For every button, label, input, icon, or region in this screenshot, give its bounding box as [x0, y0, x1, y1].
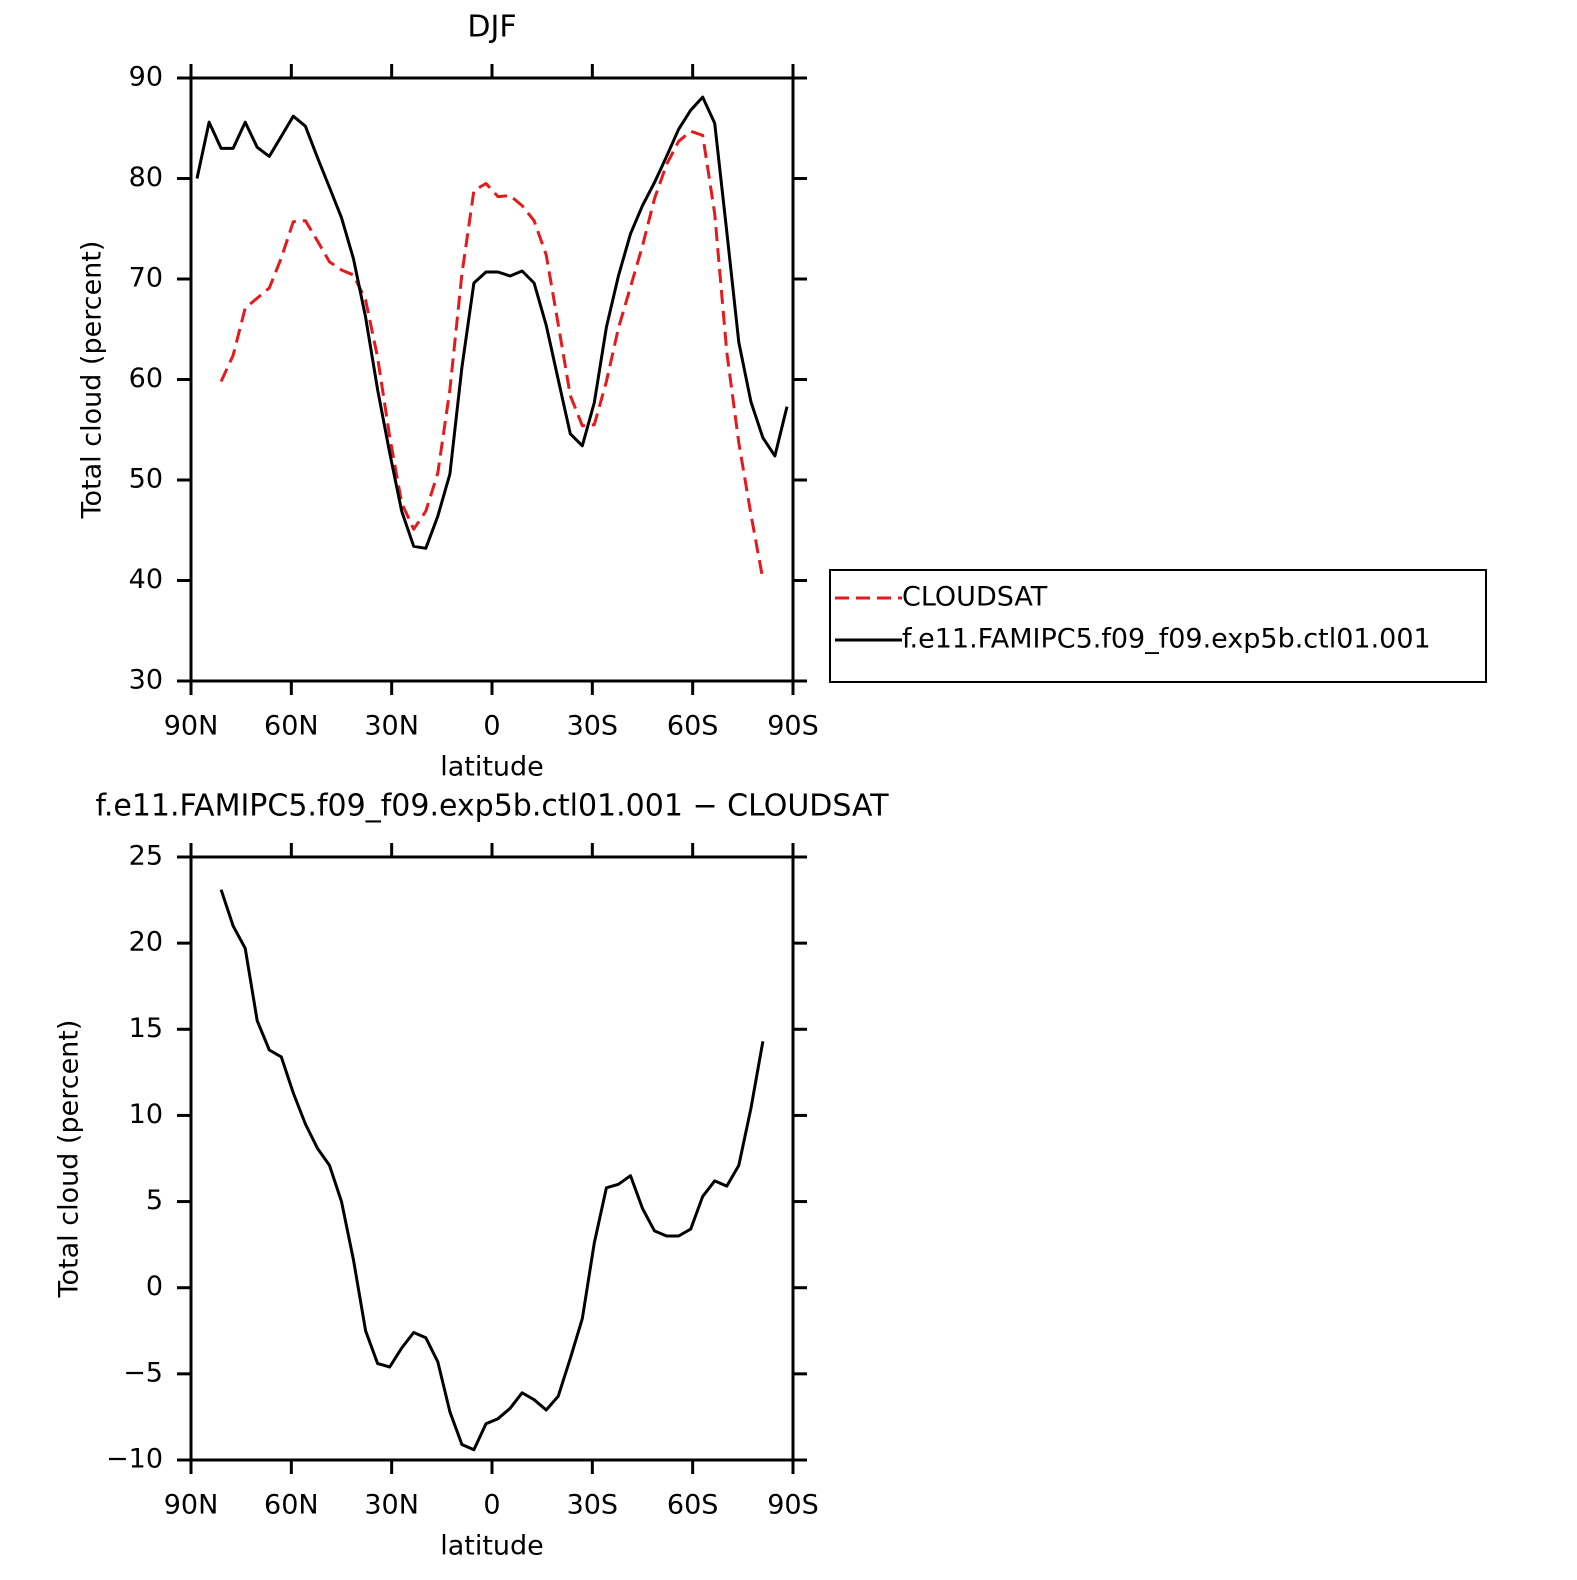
y-tick-label: 0 [146, 1271, 163, 1302]
x-tick-label: 60S [667, 1490, 719, 1521]
plot-frame [189, 855, 795, 1462]
x-tick-label: 90N [164, 711, 219, 742]
y-tick-label: 30 [129, 665, 163, 696]
legend-label: CLOUDSAT [902, 582, 1048, 613]
y-tick-label: 80 [129, 162, 163, 193]
legend-label: f.e11.FAMIPC5.f09_f09.exp5b.ctl01.001 [902, 624, 1431, 655]
y-tick-label: 40 [129, 564, 163, 595]
y-tick-label: 10 [129, 1099, 163, 1130]
x-tick-label: 30N [364, 711, 419, 742]
plot-frame [189, 76, 795, 683]
y-tick-label: 5 [146, 1185, 163, 1216]
x-tick-label: 30S [567, 1490, 619, 1521]
y-tick-label: 90 [129, 62, 163, 93]
x-tick-label: 30S [567, 711, 619, 742]
y-tick-label: 50 [129, 464, 163, 495]
x-tick-label: 0 [483, 711, 500, 742]
chart-title: f.e11.FAMIPC5.f09_f09.exp5b.ctl01.001 − … [95, 789, 889, 824]
y-tick-label: −5 [123, 1357, 163, 1388]
chart-title: DJF [467, 10, 516, 45]
y-axis-label: Total cloud (percent) [54, 1020, 85, 1299]
x-tick-label: 30N [364, 1490, 419, 1521]
x-tick-label: 60S [667, 711, 719, 742]
y-tick-label: 60 [129, 363, 163, 394]
x-tick-label: 60N [264, 1490, 319, 1521]
x-tick-label: 60N [264, 711, 319, 742]
y-tick-label: 70 [129, 263, 163, 294]
y-tick-label: −10 [106, 1444, 163, 1475]
line-series [219, 129, 765, 580]
line-series [219, 889, 765, 1452]
y-tick-label: 25 [129, 841, 163, 872]
y-tick-label: 20 [129, 927, 163, 958]
legend-box [829, 569, 1487, 683]
x-tick-label: 90S [767, 1490, 819, 1521]
x-tick-label: 90N [164, 1490, 219, 1521]
x-tick-label: 0 [483, 1490, 500, 1521]
x-tick-label: 90S [767, 711, 819, 742]
y-axis-label: Total cloud (percent) [77, 241, 108, 520]
y-tick-label: 15 [129, 1013, 163, 1044]
x-axis-label: latitude [440, 1531, 544, 1562]
x-axis-label: latitude [440, 752, 544, 783]
line-series [195, 95, 789, 550]
